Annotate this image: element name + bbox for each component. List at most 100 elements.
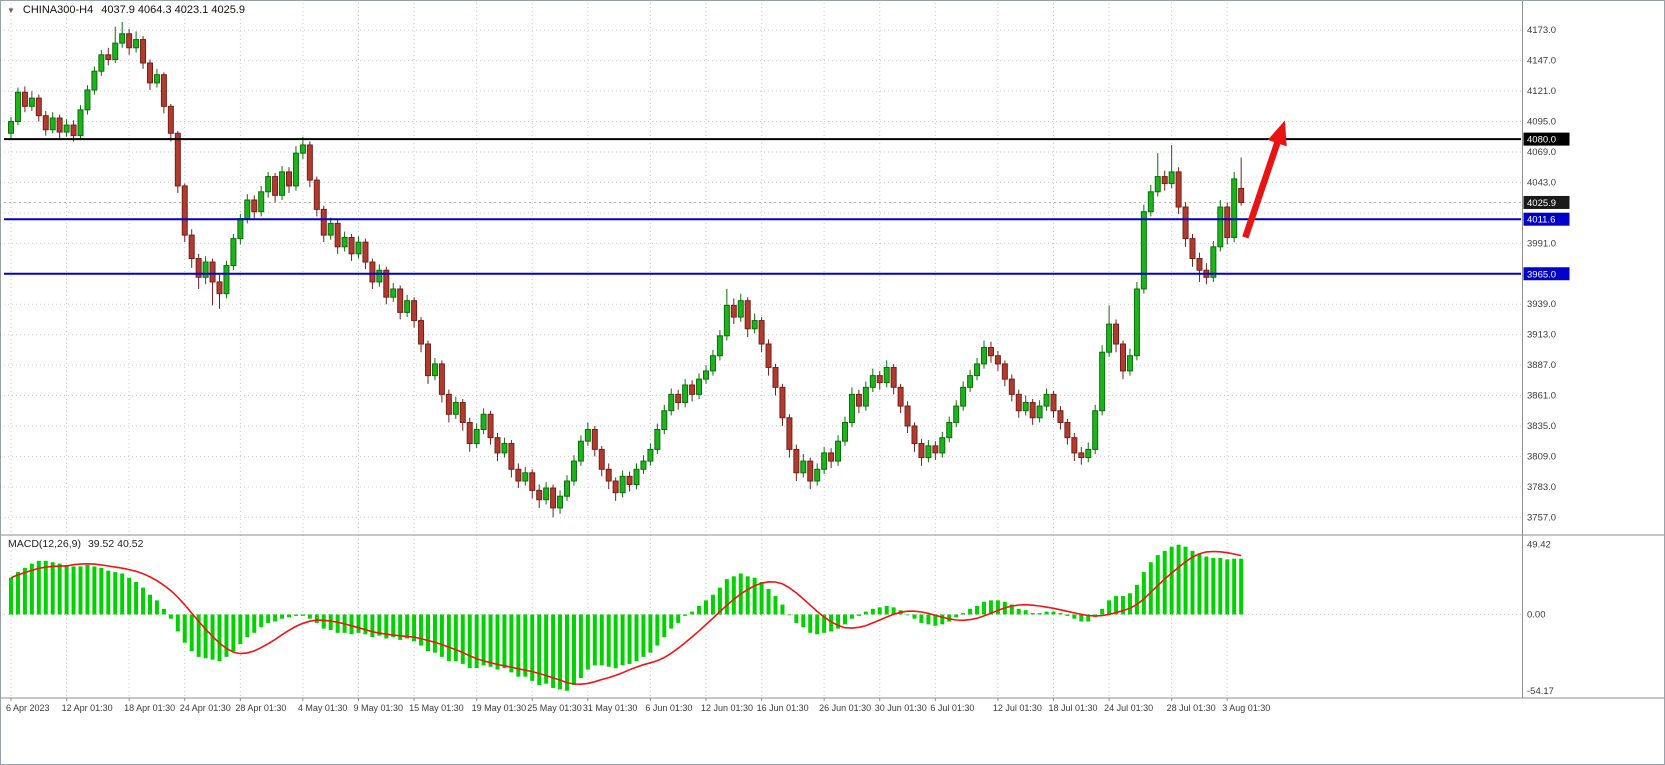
candle-body: [334, 222, 341, 248]
macd-histogram-bar: [627, 614, 632, 664]
price-tick-label: 4121.0: [1527, 86, 1556, 97]
macd-histogram-bar: [113, 572, 118, 615]
macd-histogram-bar: [106, 570, 111, 615]
macd-histogram-bar: [57, 563, 62, 615]
macd-histogram-bar: [384, 614, 389, 639]
trend-arrow-head[interactable]: [1267, 120, 1287, 147]
time-tick-label: 26 Jun 01:30: [819, 703, 871, 713]
candle-body: [1078, 452, 1085, 459]
candle-body: [723, 304, 730, 337]
macd-histogram-bar: [460, 614, 465, 664]
candle-body: [765, 343, 772, 368]
candle-body: [487, 413, 494, 439]
macd-histogram-bar: [182, 614, 187, 643]
candle-body: [612, 480, 619, 494]
macd-histogram-bar: [370, 614, 375, 638]
macd-histogram-bar: [968, 608, 973, 615]
macd-histogram-bar: [530, 614, 535, 681]
macd-histogram-bar: [710, 594, 715, 615]
macd-histogram-bar: [127, 577, 132, 615]
macd-histogram-bar: [391, 614, 396, 638]
macd-histogram-bar: [849, 614, 854, 619]
macd-histogram-bar: [558, 614, 563, 690]
macd-histogram-bar: [724, 579, 729, 615]
candle-body: [807, 460, 814, 482]
time-tick-label: 28 Jul 01:30: [1167, 703, 1216, 713]
macd-histogram-bar: [1148, 562, 1153, 615]
macd-histogram-bar: [300, 614, 305, 616]
candle-body: [501, 443, 508, 454]
macd-histogram-bar: [613, 614, 618, 669]
candle-body: [8, 121, 14, 134]
macd-histogram-bar: [92, 566, 97, 615]
candle-body: [1189, 238, 1196, 260]
candle-body: [709, 355, 716, 372]
candle-body: [939, 437, 946, 454]
macd-histogram-bar: [947, 614, 952, 622]
macd-histogram-bar: [585, 614, 590, 670]
candle-body: [987, 347, 994, 357]
candle-body: [14, 91, 21, 123]
price-tick-label: 4069.0: [1527, 147, 1556, 158]
macd-histogram-bar: [836, 614, 841, 629]
candle-body: [855, 393, 862, 407]
time-tick-label: 6 Jun 01:30: [645, 703, 692, 713]
candle-body: [306, 144, 313, 181]
candle-body: [793, 448, 800, 474]
candle-body: [835, 440, 842, 462]
macd-histogram-bar: [717, 587, 722, 615]
candle-body: [369, 261, 376, 283]
macd-histogram-bar: [71, 566, 76, 615]
candle-body: [654, 428, 661, 450]
time-tick-label: 12 Jun 01:30: [701, 703, 753, 713]
macd-histogram-bar: [259, 614, 264, 628]
trend-arrow-shaft[interactable]: [1242, 139, 1282, 239]
macd-histogram-bar: [15, 572, 20, 615]
macd-histogram-bar: [578, 614, 583, 679]
macd-histogram-bar: [1121, 596, 1125, 615]
candle-body: [848, 393, 855, 423]
symbol-dropdown-icon[interactable]: ▼: [7, 5, 15, 15]
macd-histogram-bar: [1044, 611, 1049, 615]
macd-histogram-bar: [356, 614, 361, 633]
candle-body: [737, 300, 744, 318]
candle-body: [626, 475, 633, 486]
candle-body: [862, 386, 869, 407]
candle-body: [418, 320, 425, 345]
macd-histogram-bar: [1232, 558, 1237, 615]
candle-body: [758, 320, 765, 345]
candle-body: [1210, 246, 1217, 278]
candle-body: [313, 179, 320, 210]
macd-histogram-bar: [745, 576, 750, 615]
macd-histogram-bar: [293, 614, 298, 616]
price-badge: [1523, 132, 1570, 146]
macd-histogram-bar: [1072, 614, 1077, 619]
price-tick-label: 3757.0: [1527, 512, 1556, 523]
time-tick-label: 30 Jun 01:30: [875, 703, 927, 713]
macd-histogram-bar: [982, 601, 986, 615]
candle-body: [112, 42, 119, 60]
macd-histogram-bar: [641, 614, 646, 657]
macd-histogram-bar: [78, 566, 83, 615]
candle-body: [897, 386, 904, 407]
price-tick-label: 4173.0: [1527, 25, 1556, 36]
macd-histogram-bar: [439, 614, 444, 657]
macd-histogram-bar: [1107, 600, 1112, 615]
macd-histogram-bar: [453, 614, 458, 662]
macd-histogram-bar: [731, 576, 736, 615]
macd-histogram-bar: [808, 614, 813, 633]
candle-body: [28, 97, 35, 107]
candle-body: [744, 300, 751, 330]
time-tick-label: 15 May 01:30: [409, 703, 464, 713]
candle-body: [140, 39, 147, 64]
macd-histogram-bar: [690, 611, 695, 615]
candle-body: [1036, 405, 1043, 419]
macd-histogram-bar: [43, 560, 48, 615]
candle-body: [1029, 402, 1036, 419]
candle-body: [543, 487, 550, 501]
candle-body: [1224, 206, 1231, 238]
macd-histogram-bar: [1239, 558, 1244, 615]
macd-histogram-bar: [1169, 546, 1174, 615]
macd-histogram-bar: [1141, 572, 1146, 615]
